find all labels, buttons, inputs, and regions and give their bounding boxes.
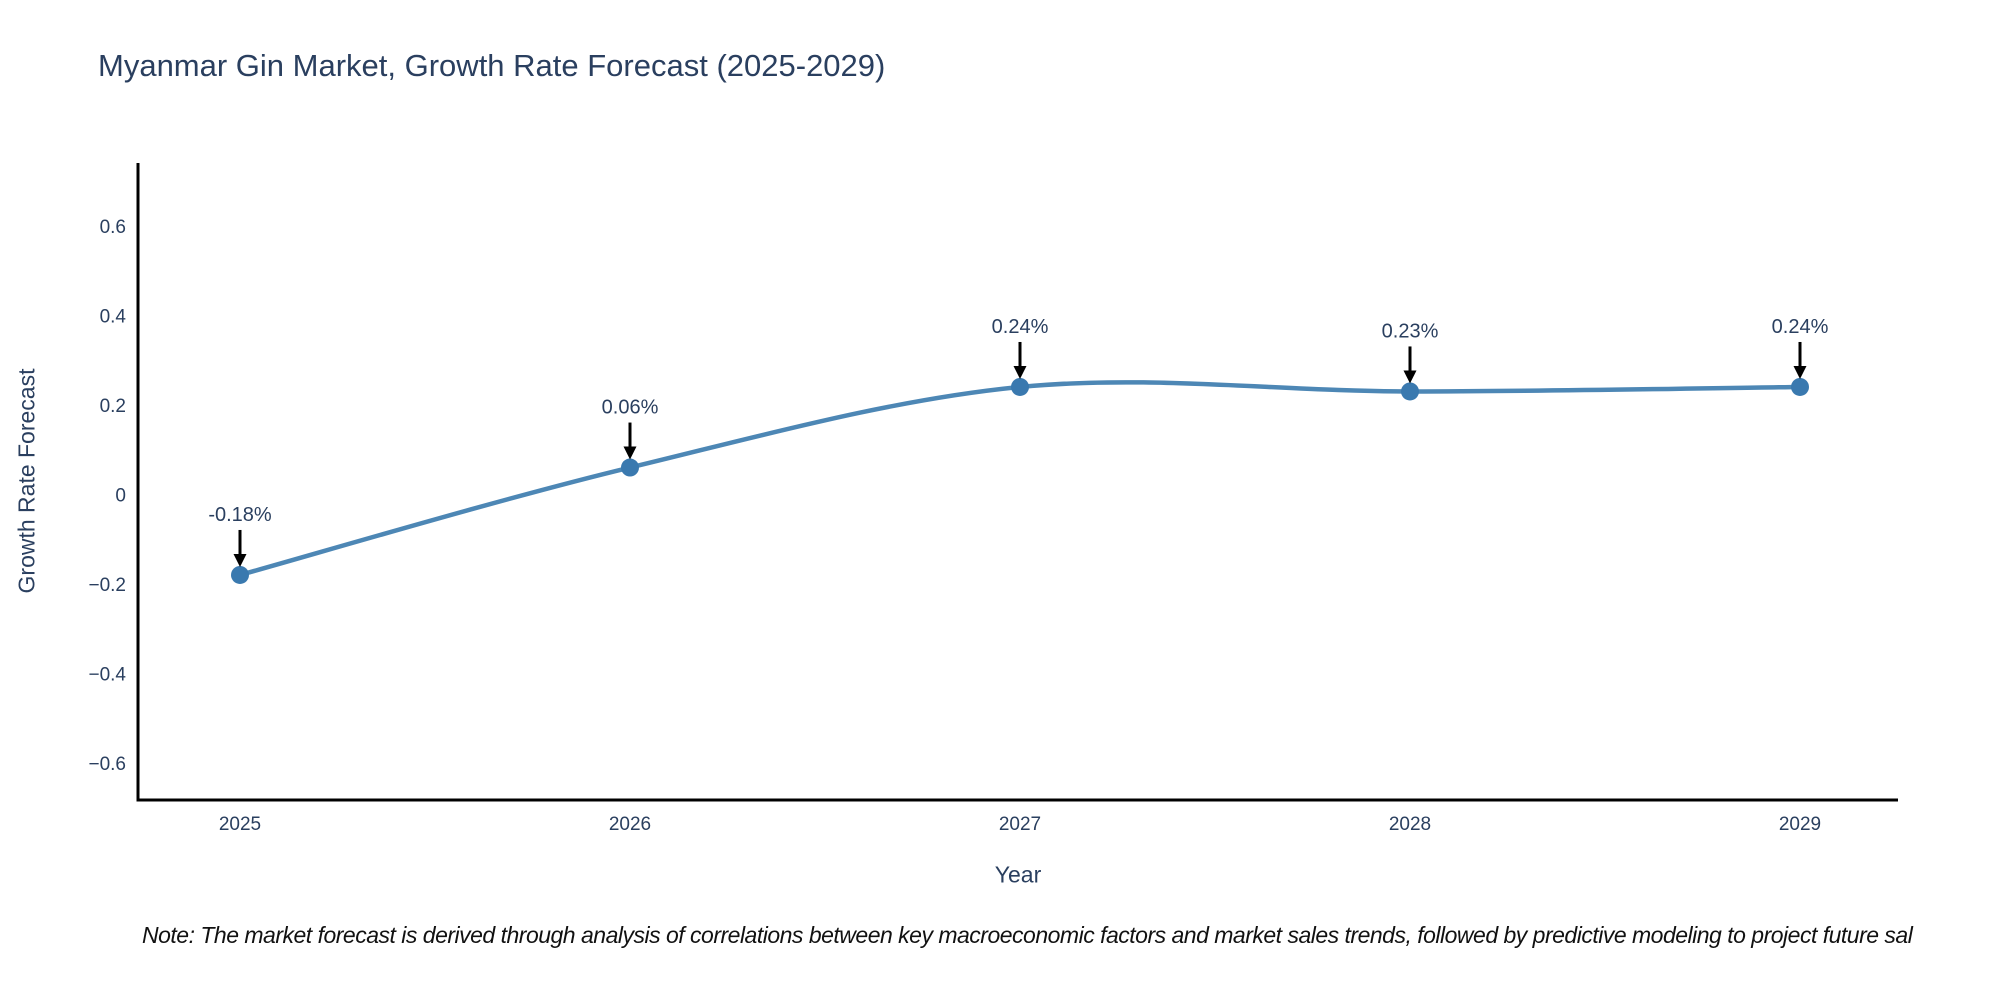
series-line-group bbox=[237, 380, 1803, 578]
annotation-label: 0.23% bbox=[1382, 320, 1439, 342]
x-axis-tick-labels: 2025 2026 2027 2028 2029 bbox=[219, 814, 1821, 835]
y-tick-label: 0.6 bbox=[100, 217, 126, 238]
x-tick-label: 2029 bbox=[1779, 814, 1821, 835]
annotation-label: 0.24% bbox=[1772, 316, 1829, 338]
data-point-2025[interactable] bbox=[231, 565, 249, 584]
x-tick-label: 2025 bbox=[219, 814, 261, 835]
y-tick-label: 0 bbox=[115, 485, 126, 506]
data-point-2029[interactable] bbox=[1791, 377, 1809, 396]
annotation-arrowhead-icon bbox=[233, 553, 247, 567]
chart-title: Myanmar Gin Market, Growth Rate Forecast… bbox=[98, 48, 886, 83]
x-tick-label: 2028 bbox=[1389, 814, 1431, 835]
data-point-2027[interactable] bbox=[1011, 377, 1029, 396]
annotation-arrowhead-icon bbox=[1793, 365, 1807, 379]
y-tick-label: −0.4 bbox=[88, 664, 126, 685]
annotation-arrowhead-icon bbox=[623, 446, 637, 460]
series-line bbox=[237, 380, 1803, 578]
annotation-label: 0.24% bbox=[992, 316, 1049, 338]
annotation-arrowhead-icon bbox=[1403, 370, 1417, 384]
y-tick-label: −0.2 bbox=[88, 575, 126, 596]
y-tick-label: 0.4 bbox=[100, 306, 127, 327]
annotation-label: 0.06% bbox=[602, 397, 659, 419]
annotation-label: -0.18% bbox=[208, 504, 272, 526]
axis-spines bbox=[136, 163, 1898, 802]
footnote: Note: The market forecast is derived thr… bbox=[142, 922, 1913, 948]
y-axis-tick-labels: 0.6 0.4 0.2 0 −0.2 −0.4 −0.6 bbox=[88, 217, 126, 775]
y-tick-label: −0.6 bbox=[88, 754, 126, 775]
x-axis-title: Year bbox=[994, 861, 1042, 888]
data-point-2028[interactable] bbox=[1401, 382, 1419, 401]
x-tick-label: 2026 bbox=[609, 814, 651, 835]
footnote-container: Note: The market forecast is derived thr… bbox=[142, 922, 2000, 956]
y-tick-label: 0.2 bbox=[100, 396, 126, 417]
x-tick-label: 2027 bbox=[999, 814, 1041, 835]
data-point-markers bbox=[231, 377, 1809, 584]
annotation-arrowhead-icon bbox=[1013, 365, 1027, 379]
axes bbox=[136, 163, 1898, 802]
data-point-2026[interactable] bbox=[621, 458, 639, 477]
point-annotations: -0.18% 0.06% 0.24% 0.23% 0.24% bbox=[208, 316, 1829, 567]
